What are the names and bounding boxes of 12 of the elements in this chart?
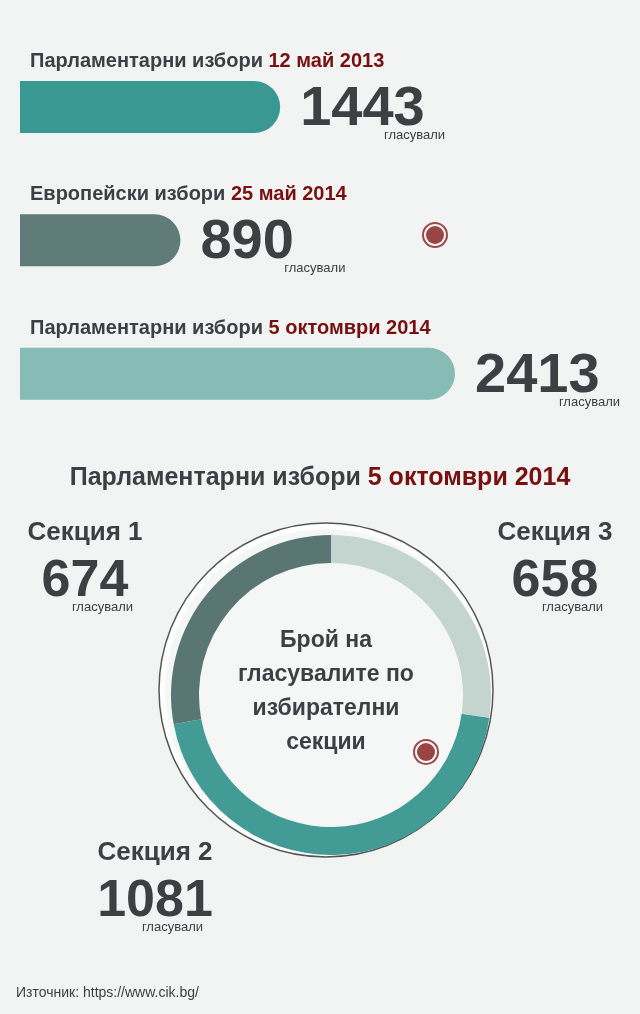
y-tick-label: Парламентарни избори 5 октомври 2014	[30, 315, 432, 338]
annotation: гласували	[284, 260, 346, 276]
annotation: гласували	[384, 127, 446, 142]
slice-label: Секция 3	[497, 516, 613, 546]
y-tick-label: Европейски избори 25 май 2014	[30, 182, 348, 205]
text: Източник: https://www.cik.bg/	[16, 984, 199, 1000]
slice-label: Секция 1	[27, 516, 143, 546]
y-tick-label: Парламентарни избори 12 май 2013	[30, 49, 385, 71]
text: гласували	[558, 393, 620, 409]
slice-label: Секция 2	[97, 836, 213, 866]
chart-title: Парламентарни избори 5 октомври 2014	[69, 462, 571, 490]
text: Брой на гласувалите по избирателни секции	[237, 625, 415, 756]
